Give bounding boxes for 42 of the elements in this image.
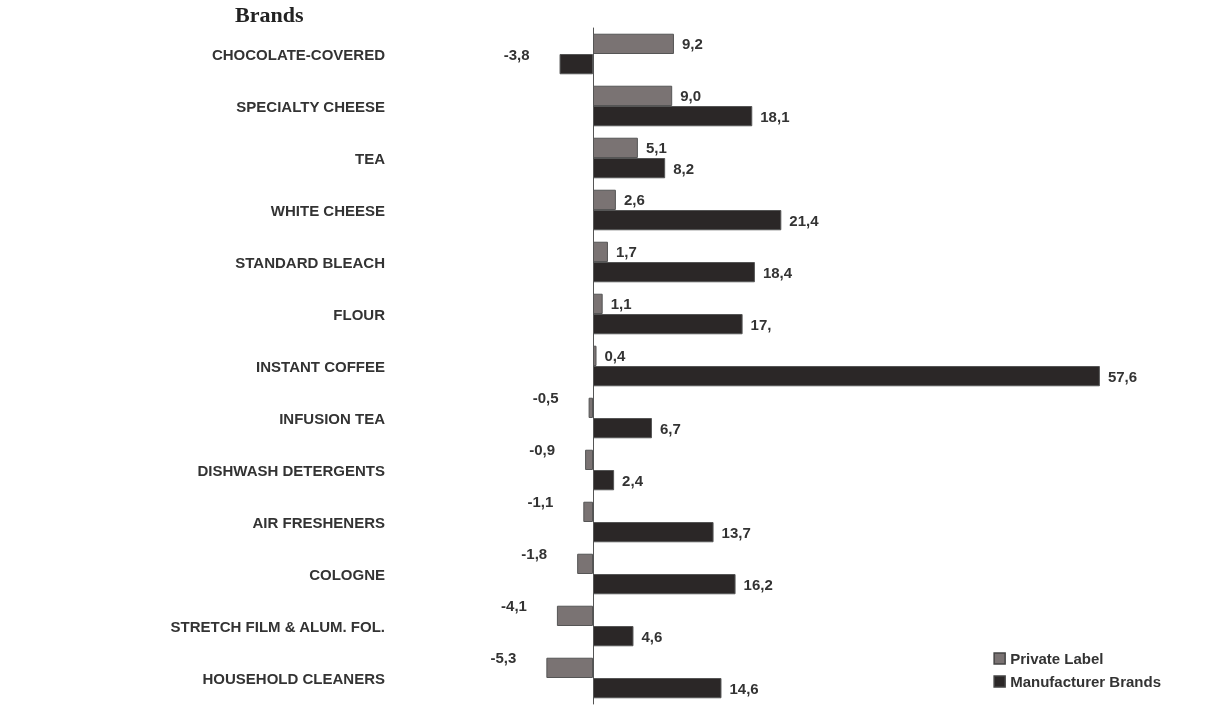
data-label: -1,1 — [527, 493, 554, 511]
data-label: 14,6 — [729, 679, 759, 697]
y-tick-label: INFUSION TEA — [279, 409, 386, 427]
data-label: 57,6 — [1107, 367, 1138, 385]
data-label: 6,7 — [659, 419, 681, 437]
data-label: 8,2 — [673, 159, 695, 177]
y-tick-label: SPECIALTY CHEESE — [236, 97, 385, 115]
legend-label: Private Label — [1010, 650, 1104, 667]
y-tick-label: STRETCH FILM & ALUM. FOL. — [170, 617, 385, 635]
data-label: 9,0 — [680, 87, 702, 105]
y-tick-label: STANDARD BLEACH — [235, 253, 385, 271]
data-label: -1,8 — [521, 545, 548, 563]
data-label: 17, — [750, 315, 772, 333]
data-label: 2,6 — [623, 191, 645, 209]
legend-label: Manufacturer Brands — [1010, 673, 1162, 690]
y-tick-label: WHITE CHEESE — [270, 201, 385, 219]
data-label: -3,8 — [503, 45, 530, 63]
y-tick-label: FLOUR — [333, 305, 386, 323]
y-tick-label: INSTANT COFFEE — [256, 357, 385, 375]
data-label: 16,2 — [743, 575, 773, 593]
data-label: 18,4 — [762, 263, 793, 281]
data-label: 0,4 — [604, 347, 627, 365]
data-label: 2,4 — [622, 471, 644, 489]
data-label: 1,7 — [615, 243, 637, 261]
y-tick-label: AIR FRESHENERS — [252, 513, 385, 531]
data-label: -4,1 — [501, 597, 527, 615]
data-label: 18,1 — [760, 107, 790, 125]
data-label: -5,3 — [490, 649, 517, 667]
data-label: 5,1 — [645, 139, 667, 157]
data-label: 9,2 — [681, 35, 703, 53]
y-tick-label: CHOCOLATE-COVERED — [211, 45, 386, 63]
y-tick-label: TEA — [355, 149, 386, 167]
data-label: 1,1 — [610, 295, 632, 313]
y-tick-label: HOUSEHOLD CLEANERS — [202, 669, 385, 687]
data-label: 4,6 — [641, 627, 663, 645]
data-label: 13,7 — [721, 523, 751, 541]
y-tick-label: DISHWASH DETERGENTS — [197, 461, 385, 479]
y-tick-label: COLOGNE — [309, 565, 385, 583]
data-label: -0,5 — [532, 389, 559, 407]
data-label: -0,9 — [529, 441, 556, 459]
text: Brands — [235, 1, 304, 27]
data-label: 21,4 — [789, 211, 820, 229]
